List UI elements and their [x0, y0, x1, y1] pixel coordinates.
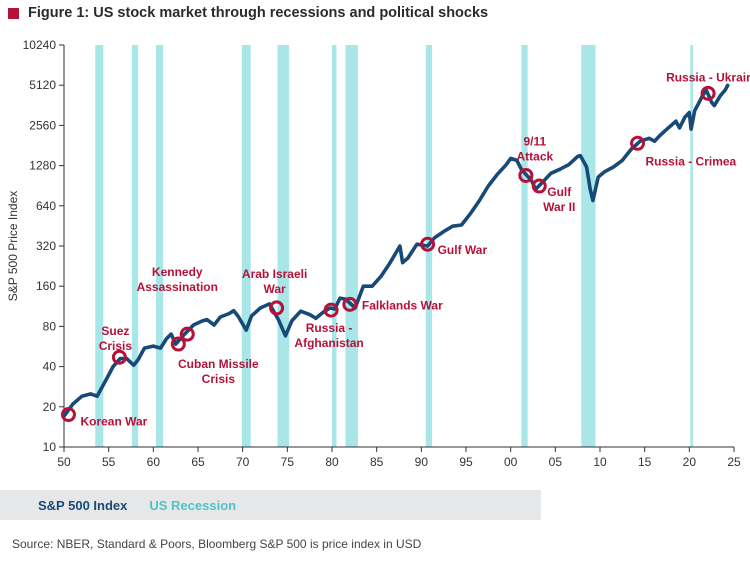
event-marker — [342, 296, 358, 312]
y-tick-label: 160 — [36, 279, 56, 293]
event-label-line: Kennedy — [152, 265, 203, 279]
figure-title: Figure 1: US stock market through recess… — [8, 2, 488, 24]
event-label: Falklands War — [362, 298, 443, 312]
event-label: Suez Crisis — [99, 324, 133, 353]
event-label-line: War II — [543, 200, 575, 214]
event-label: Arab Israeli War — [242, 267, 307, 296]
x-tick-label: 50 — [57, 455, 71, 469]
x-tick-label: 15 — [638, 455, 652, 469]
event-marker — [323, 302, 339, 318]
event-label-line: Suez — [101, 324, 129, 338]
recession-band — [345, 45, 358, 447]
event-label-line: Assassination — [137, 280, 218, 294]
recession-band — [581, 45, 596, 447]
x-tick-label: 85 — [370, 455, 384, 469]
index-line-layer — [62, 83, 730, 418]
y-tick-label: 1280 — [29, 159, 56, 173]
recession-band — [131, 45, 139, 447]
y-tick-label: 640 — [36, 199, 56, 213]
x-tick-label: 80 — [325, 455, 339, 469]
x-tick-label: 60 — [147, 455, 161, 469]
recession-band — [690, 45, 693, 447]
event-label-line: Afghanistan — [294, 336, 363, 350]
event-marker — [179, 326, 195, 342]
x-tick-label: 75 — [281, 455, 295, 469]
y-tick-label: 80 — [43, 319, 57, 333]
stock-chart: 10 20 40 80 160 320 640 1280 2560 5120 10240 50 55 60… — [6, 38, 750, 469]
x-tick-label: 10 — [593, 455, 607, 469]
event-label-line: Attack — [517, 149, 554, 163]
x-tick-label: 05 — [549, 455, 563, 469]
event-marker — [630, 135, 646, 151]
event-marker — [531, 178, 547, 194]
legend: S&P 500 Index US Recession — [0, 490, 541, 520]
legend-index: S&P 500 Index — [38, 497, 128, 513]
event-marker — [700, 85, 716, 101]
event-label-line: 9/11 — [524, 134, 547, 148]
event-marker — [170, 336, 186, 352]
y-axis-label: S&P 500 Price Index — [6, 191, 20, 302]
event-marker — [420, 236, 436, 252]
figure-title-text: Figure 1: US stock market through recess… — [28, 5, 489, 21]
x-tick-label: 70 — [236, 455, 250, 469]
event-label: Russia - Ukraine — [666, 70, 750, 84]
event-label-line: Arab Israeli — [242, 267, 307, 281]
x-tick-label: 20 — [683, 455, 697, 469]
event-marker — [111, 349, 127, 365]
recession-band — [332, 45, 337, 447]
recession-band — [277, 45, 290, 447]
event-label: Russia - Crimea — [646, 154, 737, 168]
y-tick-label: 320 — [36, 239, 56, 253]
x-tick-label: 55 — [102, 455, 116, 469]
y-tick-label: 10 — [43, 440, 57, 454]
x-tick-label: 65 — [191, 455, 205, 469]
event-label-line: Gulf — [547, 185, 572, 199]
source-note: Source: NBER, Standard & Poors, Bloomber… — [12, 537, 422, 551]
event-label-line: Crisis — [202, 372, 236, 386]
event-label-line: Crisis — [99, 339, 133, 353]
event-marker — [269, 300, 285, 316]
event-label: Gulf War — [438, 243, 488, 257]
x-tick-label: 95 — [459, 455, 473, 469]
axes: 10 20 40 80 160 320 640 1280 2560 5120 10240 50 55 60… — [6, 38, 741, 469]
x-tick-label: 90 — [415, 455, 429, 469]
event-label: Cuban Missile Crisis — [178, 357, 259, 386]
legend-recession: US Recession — [149, 497, 237, 513]
event-label-line: Cuban Missile — [178, 357, 259, 371]
sp500-index-line — [62, 83, 730, 418]
y-tick-label: 2560 — [29, 118, 56, 132]
event-label-line: War — [263, 282, 286, 296]
x-tick-label: 25 — [727, 455, 741, 469]
recession-bands — [95, 45, 693, 447]
title-marker — [8, 7, 19, 19]
recession-band — [156, 45, 164, 447]
event-label: Gulf War II — [543, 185, 575, 214]
event-label-line: Russia - — [306, 321, 353, 335]
event-marker — [518, 167, 534, 183]
event-label: Korean War — [80, 415, 147, 429]
y-tick-label: 20 — [43, 400, 57, 414]
recession-band — [521, 45, 528, 447]
event-marker — [60, 407, 76, 423]
recession-band — [241, 45, 251, 447]
x-tick-label: 00 — [504, 455, 518, 469]
y-tick-label: 10240 — [23, 38, 57, 52]
event-label: 9/11 Attack — [517, 134, 554, 163]
event-label: Kennedy Assassination — [137, 265, 218, 294]
y-tick-label: 5120 — [29, 78, 56, 92]
y-tick-label: 40 — [43, 360, 57, 374]
recession-band — [95, 45, 104, 447]
event-label: Russia -Afghanistan — [294, 321, 363, 350]
